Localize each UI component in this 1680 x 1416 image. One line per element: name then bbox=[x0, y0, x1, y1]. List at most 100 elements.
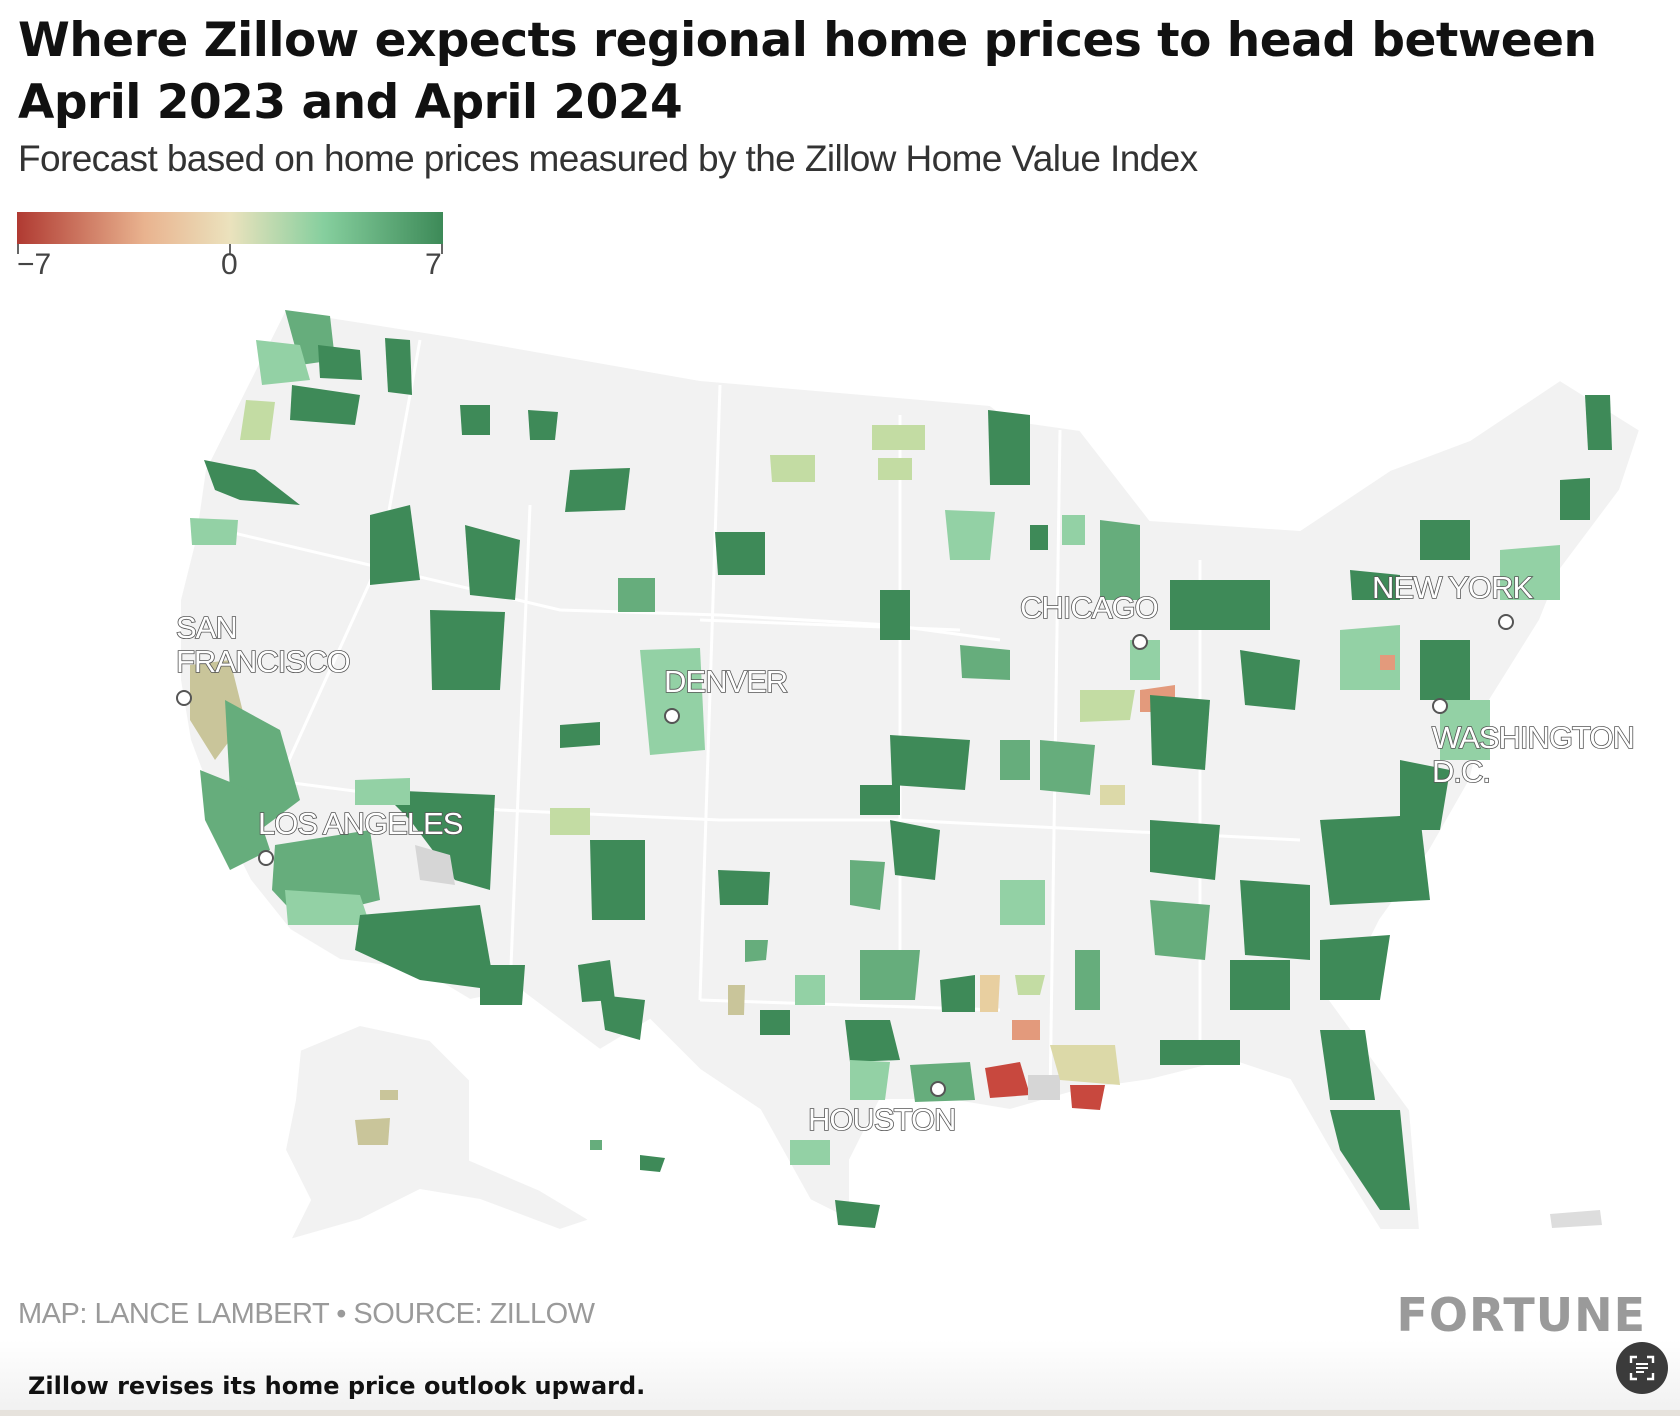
county-region bbox=[1320, 1030, 1375, 1100]
county-region bbox=[1440, 700, 1490, 760]
county-region bbox=[465, 525, 520, 600]
city-label-line: LOS ANGELES bbox=[258, 806, 463, 841]
city-dot bbox=[930, 1081, 946, 1097]
city-los-angeles: LOS ANGELES bbox=[257, 805, 465, 866]
city-dot bbox=[1132, 634, 1148, 650]
county-region bbox=[790, 1140, 830, 1165]
county-region bbox=[940, 975, 975, 1012]
county-region bbox=[1015, 975, 1045, 995]
county-region bbox=[565, 468, 630, 512]
county-region bbox=[578, 960, 615, 1002]
county-region bbox=[460, 405, 490, 435]
city-label-line: FRANCISCO bbox=[176, 644, 350, 679]
county-region bbox=[430, 610, 505, 690]
county-region bbox=[256, 340, 310, 385]
county-region bbox=[550, 808, 590, 835]
puerto-rico-landmass bbox=[1550, 1210, 1602, 1228]
county-region bbox=[1585, 395, 1612, 450]
county-region bbox=[1050, 1045, 1120, 1085]
legend-min-label: −7 bbox=[17, 248, 52, 281]
county-region bbox=[980, 975, 1000, 1012]
us-map: SAN FRANCISCO LOS ANGELES DENVER CHICAGO… bbox=[175, 308, 1642, 1242]
county-region bbox=[385, 338, 412, 395]
county-region bbox=[718, 870, 770, 905]
county-region bbox=[910, 1062, 975, 1102]
city-markers: SAN FRANCISCO LOS ANGELES DENVER CHICAGO… bbox=[175, 569, 1636, 1138]
county-region bbox=[1160, 1040, 1240, 1065]
county-region bbox=[1230, 960, 1290, 1010]
county-region bbox=[600, 995, 645, 1040]
legend-tick-max bbox=[441, 244, 443, 254]
legend-gradient-bar bbox=[17, 212, 443, 244]
county-region bbox=[872, 425, 925, 450]
county-region bbox=[850, 860, 885, 910]
county-region bbox=[1560, 478, 1590, 520]
county-region bbox=[1012, 1020, 1040, 1040]
county-region bbox=[380, 790, 495, 890]
county-region bbox=[1000, 880, 1045, 925]
county-region bbox=[1500, 545, 1560, 600]
text-scan-icon bbox=[1629, 1355, 1655, 1381]
county-region bbox=[1420, 640, 1470, 700]
county-region bbox=[618, 578, 655, 612]
county-region bbox=[1240, 650, 1300, 710]
county-region bbox=[1150, 695, 1210, 770]
county-region bbox=[380, 1090, 398, 1100]
county-region bbox=[370, 505, 420, 585]
county-region bbox=[290, 385, 360, 425]
city-dot bbox=[1498, 614, 1514, 630]
county-region bbox=[355, 778, 410, 805]
county-region bbox=[1170, 580, 1270, 630]
county-region bbox=[1240, 880, 1310, 960]
county-region bbox=[1130, 640, 1160, 680]
county-region bbox=[1000, 740, 1030, 780]
legend-max-label: 7 bbox=[425, 248, 442, 281]
city-houston: HOUSTON bbox=[807, 1081, 957, 1138]
text-scan-button[interactable] bbox=[1616, 1342, 1668, 1394]
county-region bbox=[355, 1118, 390, 1145]
county-region bbox=[835, 1200, 880, 1228]
city-chicago: CHICAGO bbox=[1019, 589, 1159, 650]
county-region bbox=[1100, 785, 1125, 805]
fortune-logo: FORTUNE bbox=[1396, 1288, 1646, 1342]
county-region bbox=[860, 950, 920, 1000]
county-region bbox=[1100, 520, 1140, 600]
county-region bbox=[945, 510, 995, 560]
county-region bbox=[640, 648, 705, 755]
county-region bbox=[1320, 815, 1430, 905]
county-region bbox=[1350, 570, 1400, 600]
county-region bbox=[1340, 625, 1400, 690]
county-region bbox=[1420, 520, 1470, 560]
county-region bbox=[285, 890, 370, 925]
city-washington: WASHINGTON D.C. bbox=[1431, 698, 1636, 790]
alaska-landmass bbox=[283, 1023, 593, 1242]
county-region bbox=[1080, 690, 1135, 722]
county-region bbox=[890, 820, 940, 880]
county-region bbox=[560, 722, 600, 748]
county-region bbox=[878, 458, 912, 480]
city-dot bbox=[1432, 698, 1448, 714]
county-region bbox=[985, 1062, 1030, 1098]
county-region bbox=[1400, 760, 1450, 830]
county-region bbox=[1070, 1085, 1105, 1110]
city-label-line: SAN bbox=[176, 610, 237, 645]
city-new-york: NEW YORK bbox=[1371, 569, 1535, 630]
county-region bbox=[190, 518, 238, 545]
legend-mid-label: 0 bbox=[221, 248, 238, 281]
county-region bbox=[640, 1155, 665, 1172]
county-region bbox=[355, 905, 495, 990]
county-region bbox=[770, 455, 815, 482]
county-regions bbox=[190, 310, 1612, 1228]
source-credit: MAP: LANCE LAMBERT • SOURCE: ZILLOW bbox=[18, 1298, 595, 1330]
county-region bbox=[860, 785, 900, 815]
county-region bbox=[1062, 515, 1085, 545]
county-region bbox=[890, 735, 970, 790]
county-region bbox=[795, 975, 825, 1005]
legend-tick-mid bbox=[229, 244, 231, 254]
chart-title: Where Zillow expects regional home price… bbox=[18, 13, 1597, 130]
county-region bbox=[318, 345, 362, 380]
county-region bbox=[715, 532, 765, 575]
county-region bbox=[760, 1010, 790, 1035]
city-san-francisco: SAN FRANCISCO bbox=[175, 609, 351, 706]
city-label-line: NEW YORK bbox=[1372, 570, 1534, 605]
